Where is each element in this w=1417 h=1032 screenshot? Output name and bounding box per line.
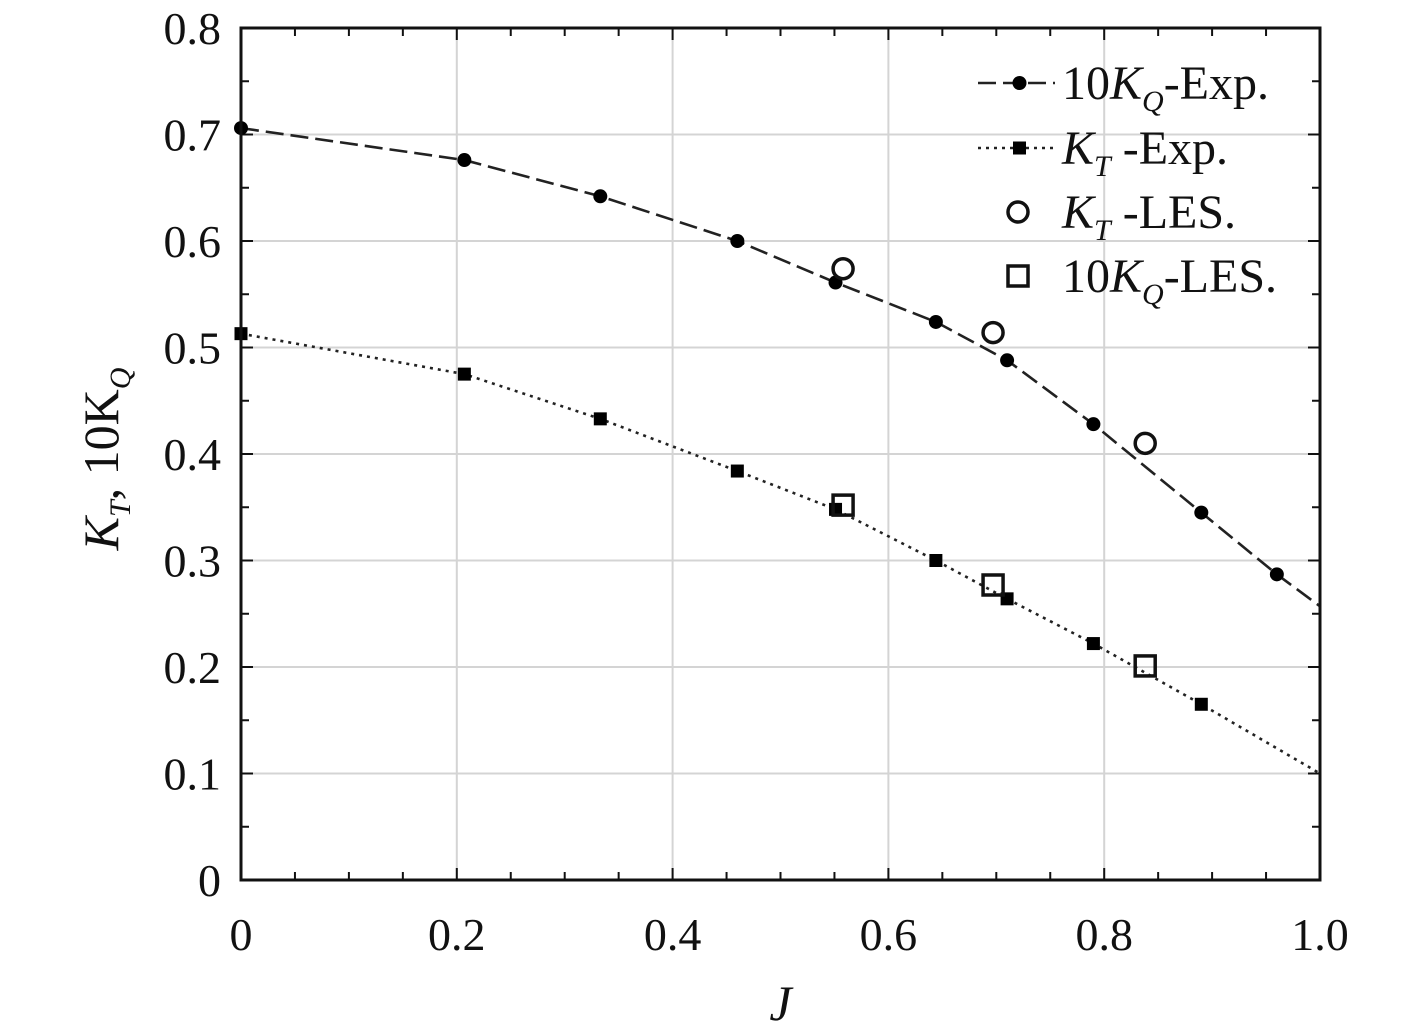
legend-label-kq_les: 10KQ-LES. (1062, 250, 1277, 311)
data-point-kq_exp (1000, 353, 1015, 368)
y-tick-label: 0.6 (164, 216, 222, 267)
y-tick-label: 0.1 (164, 749, 222, 800)
legend-label-subscript: T (1094, 214, 1113, 247)
data-point-kt_les (981, 320, 1005, 345)
legend-item-kt_les: KT -LES. (1006, 186, 1236, 247)
data-point-kq_exp (1194, 505, 1209, 520)
y-axis-title-part2: , 10K (73, 389, 129, 500)
data-point-kq_exp (457, 153, 472, 168)
series-line-kq_exp (240, 126, 1321, 608)
legend-label-subscript: Q (1142, 85, 1164, 118)
series-line-kt_exp (240, 332, 1321, 775)
legend-label-post: -LES. (1164, 250, 1277, 303)
data-point-kq_les (981, 573, 1005, 597)
x-tick-labels: 0 0.2 0.4 0.6 0.8 1.0 (230, 909, 1349, 960)
y-tick-label: 0.8 (164, 3, 222, 54)
x-tick-label: 1.0 (1291, 909, 1349, 960)
legend: 10KQ-Exp.KT -Exp.KT -LES.10KQ-LES. (978, 57, 1277, 311)
y-tick-labels: 0 0.1 0.2 0.3 0.4 0.5 0.6 0.7 0.8 (164, 3, 222, 906)
legend-label-kt_exp: KT -Exp. (1061, 122, 1228, 183)
x-tick-label: 0.8 (1075, 909, 1133, 960)
legend-marker-kq_les (1006, 264, 1030, 288)
y-tick-label: 0.4 (164, 429, 222, 480)
legend-label-subscript: Q (1142, 278, 1164, 311)
plot-frame (239, 26, 1322, 882)
legend-marker-kt_exp (1013, 141, 1026, 155)
data-point-kt_exp (457, 367, 471, 381)
legend-marker-kt_les (1006, 200, 1030, 224)
data-point-kq_exp (928, 314, 943, 329)
x-tick-label: 0 (230, 909, 253, 960)
legend-label-post: -LES. (1111, 186, 1236, 239)
x-tick-label: 0.2 (428, 909, 486, 960)
legend-label-symbol: K (1109, 250, 1145, 303)
data-point-kt_exp (593, 412, 607, 426)
legend-label-symbol: K (1061, 122, 1097, 175)
data-point-kq_exp (730, 234, 745, 248)
series-kq_exp (234, 121, 1321, 608)
y-tick-label: 0.2 (164, 642, 222, 693)
x-tick-label: 0.6 (860, 909, 918, 960)
data-point-kq_les (831, 493, 855, 517)
x-axis-title: J (769, 975, 794, 1031)
data-point-kt_les (1133, 431, 1157, 456)
legend-label-symbol: K (1109, 57, 1145, 110)
x-tick-label: 0.4 (644, 909, 702, 960)
data-point-kt_exp (1086, 637, 1100, 651)
y-tick-label: 0.5 (164, 323, 222, 374)
legend-label-symbol: K (1061, 186, 1097, 239)
data-point-kt_les (831, 256, 855, 281)
y-axis-title-sub2: Q (104, 367, 137, 389)
legend-label-post: -Exp. (1164, 57, 1269, 110)
legend-item-kt_exp: KT -Exp. (978, 122, 1228, 183)
series-layer (234, 121, 1321, 775)
data-point-kt_exp (730, 464, 744, 478)
series-kq_les (831, 493, 1157, 678)
y-axis-title-part1: K (73, 514, 129, 551)
series-kt_les (831, 256, 1157, 456)
y-tick-label: 0.7 (164, 110, 222, 161)
legend-marker-kq_exp (1012, 76, 1027, 90)
data-point-kq_exp (593, 189, 608, 204)
data-point-kq_les (1133, 654, 1157, 678)
series-kt_exp (234, 327, 1321, 775)
legend-label-subscript: T (1094, 150, 1113, 183)
y-tick-label: 0 (198, 855, 221, 906)
grid-lines (241, 28, 1320, 880)
legend-label-pre: 10 (1062, 57, 1110, 110)
legend-item-kq_les: 10KQ-LES. (1006, 250, 1277, 311)
legend-label-kq_exp: 10KQ-Exp. (1062, 57, 1269, 118)
data-point-kt_exp (1194, 697, 1208, 711)
legend-item-kq_exp: 10KQ-Exp. (978, 57, 1269, 118)
legend-label-pre: 10 (1062, 250, 1110, 303)
data-point-kq_exp (1269, 567, 1284, 582)
legend-label-kt_les: KT -LES. (1061, 186, 1236, 247)
y-tick-label: 0.3 (164, 536, 222, 587)
y-axis-title-sub1: T (104, 498, 137, 517)
y-axis-title: KT, 10KQ (73, 367, 137, 551)
data-point-kt_exp (929, 554, 943, 567)
data-point-kq_exp (1086, 417, 1101, 432)
legend-label-post: -Exp. (1111, 122, 1228, 175)
